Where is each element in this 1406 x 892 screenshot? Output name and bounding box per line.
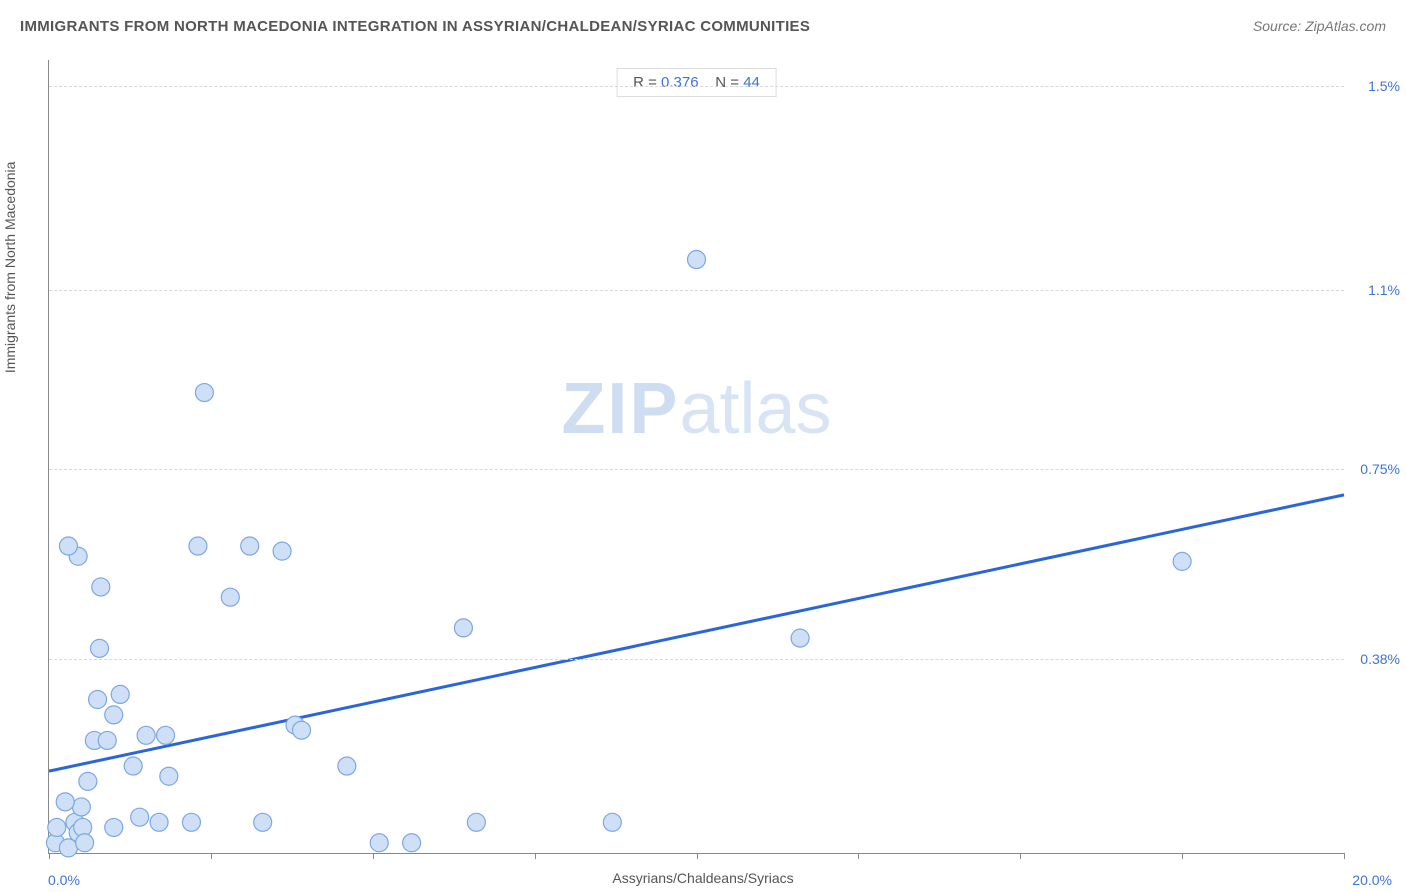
scatter-point <box>111 685 129 703</box>
scatter-point <box>1173 552 1191 570</box>
trend-line <box>49 495 1344 771</box>
scatter-point <box>467 813 485 831</box>
source-prefix: Source: <box>1253 18 1305 34</box>
source-name: ZipAtlas.com <box>1305 18 1386 34</box>
gridline <box>49 659 1344 660</box>
scatter-point <box>182 813 200 831</box>
scatter-point <box>370 834 388 852</box>
chart-title: IMMIGRANTS FROM NORTH MACEDONIA INTEGRAT… <box>20 0 810 35</box>
scatter-point <box>89 691 107 709</box>
scatter-point <box>131 808 149 826</box>
x-tick <box>697 853 698 859</box>
scatter-point <box>603 813 621 831</box>
plot-area: ZIPatlas R = 0.376 N = 44 0.38%0.75%1.1%… <box>48 60 1344 854</box>
scatter-point <box>241 537 259 555</box>
scatter-point <box>91 639 109 657</box>
scatter-point <box>76 834 94 852</box>
scatter-point <box>221 588 239 606</box>
x-axis-label: Assyrians/Chaldeans/Syriacs <box>612 870 793 886</box>
scatter-point <box>150 813 168 831</box>
y-axis-label: Immigrants from North Macedonia <box>2 162 18 374</box>
header: IMMIGRANTS FROM NORTH MACEDONIA INTEGRAT… <box>0 0 1406 50</box>
y-tick-label: 1.1% <box>1368 282 1400 298</box>
scatter-point <box>92 578 110 596</box>
gridline <box>49 469 1344 470</box>
y-tick-label: 0.38% <box>1360 651 1400 667</box>
scatter-point <box>273 542 291 560</box>
x-max-label: 20.0% <box>1352 872 1392 888</box>
scatter-point <box>72 798 90 816</box>
scatter-point <box>160 767 178 785</box>
x-tick <box>535 853 536 859</box>
x-tick <box>1182 853 1183 859</box>
scatter-point <box>195 384 213 402</box>
x-tick <box>1020 853 1021 859</box>
x-tick <box>858 853 859 859</box>
scatter-point <box>59 537 77 555</box>
y-tick-label: 0.75% <box>1360 461 1400 477</box>
y-tick-label: 1.5% <box>1368 78 1400 94</box>
x-tick <box>1344 853 1345 859</box>
scatter-point <box>48 818 66 836</box>
scatter-point <box>688 251 706 269</box>
x-tick <box>49 853 50 859</box>
scatter-point <box>254 813 272 831</box>
x-tick <box>373 853 374 859</box>
scatter-point <box>98 731 116 749</box>
scatter-point <box>454 619 472 637</box>
scatter-point <box>791 629 809 647</box>
scatter-point <box>105 818 123 836</box>
scatter-point <box>105 706 123 724</box>
gridline <box>49 290 1344 291</box>
scatter-plot-svg <box>49 60 1344 853</box>
scatter-point <box>56 793 74 811</box>
scatter-point <box>59 839 77 857</box>
scatter-point <box>403 834 421 852</box>
scatter-point <box>338 757 356 775</box>
gridline <box>49 86 1344 87</box>
scatter-point <box>79 772 97 790</box>
source-attribution: Source: ZipAtlas.com <box>1253 0 1386 34</box>
chart-container: Immigrants from North Macedonia Assyrian… <box>0 50 1406 892</box>
scatter-point <box>189 537 207 555</box>
x-tick <box>211 853 212 859</box>
scatter-point <box>137 726 155 744</box>
scatter-point <box>157 726 175 744</box>
scatter-point <box>124 757 142 775</box>
x-min-label: 0.0% <box>48 872 80 888</box>
scatter-point <box>293 721 311 739</box>
